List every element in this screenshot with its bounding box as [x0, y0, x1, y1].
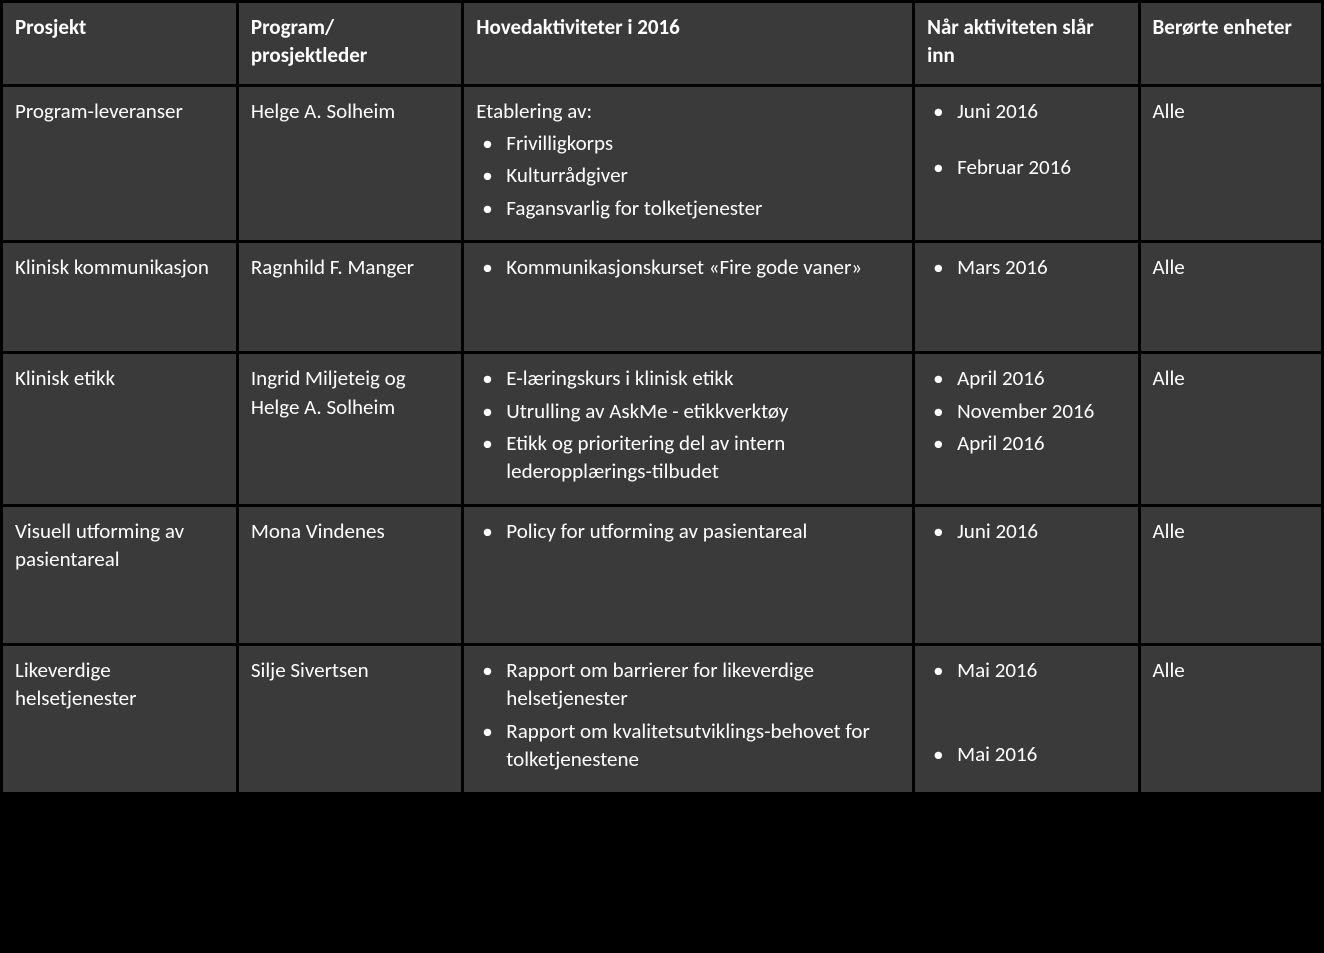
list-item: Mai 2016 [927, 740, 1125, 768]
list-item: Frivilligkorps [476, 129, 900, 157]
cell-timing: Juni 2016 Februar 2016 [914, 85, 1139, 241]
cell-units: Alle [1139, 645, 1322, 793]
activities-list: Policy for utforming av pasientareal [476, 517, 900, 545]
list-item: Policy for utforming av pasientareal [476, 517, 900, 545]
header-leader: Program/ prosjektleder [237, 2, 462, 86]
activities-list: E-læringskurs i klinisk etikk Utrulling a… [476, 364, 900, 485]
header-units: Berørte enheter [1139, 2, 1322, 86]
cell-activities: Policy for utforming av pasientareal [463, 505, 914, 644]
activities-list: Frivilligkorps Kulturrådgiver Fagansvarlig… [476, 129, 900, 222]
timing-list: Juni 2016 Februar 2016 [927, 97, 1125, 182]
cell-timing: April 2016 November 2016 April 2016 [914, 353, 1139, 505]
activities-list: Kommunikasjonskurset «Fire gode vaner» [476, 253, 900, 281]
header-timing: Når aktiviteten slår inn [914, 2, 1139, 86]
cell-leader: Silje Sivertsen [237, 645, 462, 793]
list-item: E-læringskurs i klinisk etikk [476, 364, 900, 392]
cell-project: Klinisk etikk [2, 353, 238, 505]
activities-list: Rapport om barrierer for likeverdige hel… [476, 656, 900, 773]
cell-activities: E-læringskurs i klinisk etikk Utrulling a… [463, 353, 914, 505]
list-item: Fagansvarlig for tolketjenester [476, 194, 900, 222]
header-row: Prosjekt Program/ prosjektleder Hovedakt… [2, 2, 1323, 86]
cell-activities: Rapport om barrierer for likeverdige hel… [463, 645, 914, 793]
table-body: Program-leveranserHelge A. SolheimEtable… [2, 85, 1323, 793]
list-item: Etikk og prioritering del av intern lede… [476, 429, 900, 486]
cell-timing: Juni 2016 [914, 505, 1139, 644]
cell-project: Likeverdige helsetjenester [2, 645, 238, 793]
list-item: Februar 2016 [927, 153, 1125, 181]
cell-project: Visuell utforming av pasientareal [2, 505, 238, 644]
cell-leader: Ingrid Miljeteig og Helge A. Solheim [237, 353, 462, 505]
timing-list: Mai 2016 Mai 2016 [927, 656, 1125, 769]
table-head: Prosjekt Program/ prosjektleder Hovedakt… [2, 2, 1323, 86]
table-row: Klinisk kommunikasjonRagnhild F. Manger K… [2, 242, 1323, 353]
list-item: Kulturrådgiver [476, 161, 900, 189]
list-item: Mars 2016 [927, 253, 1125, 281]
list-item: Rapport om kvalitetsutviklings-behovet f… [476, 717, 900, 774]
timing-list: Juni 2016 [927, 517, 1125, 545]
list-item: Juni 2016 [927, 97, 1125, 125]
project-table: Prosjekt Program/ prosjektleder Hovedakt… [0, 0, 1324, 795]
table-row: Klinisk etikkIngrid Miljeteig og Helge A… [2, 353, 1323, 505]
table-row: Likeverdige helsetjenesterSilje Sivertse… [2, 645, 1323, 793]
cell-units: Alle [1139, 242, 1322, 353]
list-item: November 2016 [927, 397, 1125, 425]
header-project: Prosjekt [2, 2, 238, 86]
cell-units: Alle [1139, 505, 1322, 644]
list-item: Rapport om barrierer for likeverdige hel… [476, 656, 900, 713]
cell-activities: Etablering av: Frivilligkorps Kulturrådgiv… [463, 85, 914, 241]
header-activities: Hovedaktiviteter i 2016 [463, 2, 914, 86]
cell-timing: Mars 2016 [914, 242, 1139, 353]
cell-project: Klinisk kommunikasjon [2, 242, 238, 353]
list-item: April 2016 [927, 429, 1125, 457]
timing-list: Mars 2016 [927, 253, 1125, 281]
cell-leader: Ragnhild F. Manger [237, 242, 462, 353]
list-item: Mai 2016 [927, 656, 1125, 684]
list-item: Kommunikasjonskurset «Fire gode vaner» [476, 253, 900, 281]
list-item: Utrulling av AskMe - etikkverktøy [476, 397, 900, 425]
cell-activities: Kommunikasjonskurset «Fire gode vaner» [463, 242, 914, 353]
table-row: Visuell utforming av pasientarealMona Vi… [2, 505, 1323, 644]
cell-leader: Mona Vindenes [237, 505, 462, 644]
cell-leader: Helge A. Solheim [237, 85, 462, 241]
timing-list: April 2016 November 2016 April 2016 [927, 364, 1125, 457]
cell-units: Alle [1139, 353, 1322, 505]
cell-units: Alle [1139, 85, 1322, 241]
cell-project: Program-leveranser [2, 85, 238, 241]
activities-lead: Etablering av: [476, 97, 900, 125]
list-item: April 2016 [927, 364, 1125, 392]
table-row: Program-leveranserHelge A. SolheimEtable… [2, 85, 1323, 241]
cell-timing: Mai 2016 Mai 2016 [914, 645, 1139, 793]
list-item: Juni 2016 [927, 517, 1125, 545]
